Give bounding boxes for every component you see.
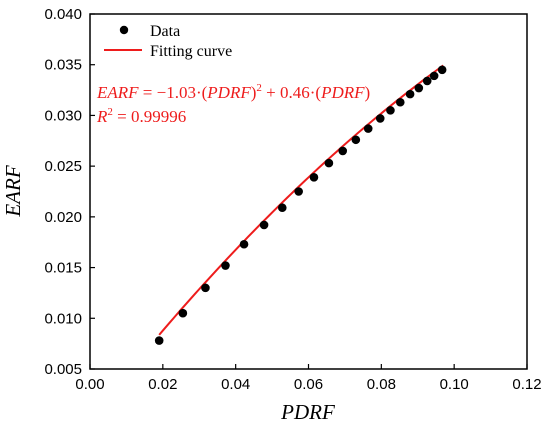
data-point xyxy=(414,83,424,93)
eq-var-1: PDRF xyxy=(206,83,251,102)
eq-superscript: 2 xyxy=(256,82,262,94)
data-point xyxy=(363,124,373,133)
x-axis: 0.00 0.02 0.04 0.06 0.08 0.10 0.12 xyxy=(75,364,542,393)
r2-label: R xyxy=(96,107,108,126)
data-point xyxy=(221,261,230,270)
data-point xyxy=(405,89,415,99)
fit-equation: EARF = −1.03·(PDRF)2 + 0.46·(PDRF) xyxy=(96,82,370,102)
x-tick-label: 0.12 xyxy=(512,376,541,393)
legend-marker-data xyxy=(119,25,129,35)
data-point xyxy=(437,65,447,75)
x-tick-label: 0.00 xyxy=(75,376,104,393)
y-tick-label: 0.015 xyxy=(44,260,82,277)
x-tick-label: 0.08 xyxy=(367,376,396,393)
y-tick-label: 0.030 xyxy=(44,107,82,124)
y-tick-label: 0.010 xyxy=(44,310,82,327)
fitting-curve-line xyxy=(158,64,444,336)
legend: Data Fitting curve xyxy=(104,23,232,60)
r2-value: = 0.99996 xyxy=(113,107,186,126)
eq-lhs: EARF xyxy=(96,83,139,102)
legend-label-fit: Fitting curve xyxy=(150,43,232,60)
x-tick-label: 0.02 xyxy=(148,376,177,393)
data-point xyxy=(239,239,249,249)
data-point xyxy=(422,76,432,86)
data-points-layer xyxy=(154,65,447,345)
plot-frame xyxy=(89,13,528,370)
y-tick-label: 0.035 xyxy=(44,57,82,74)
x-axis-title: PDRF xyxy=(280,400,335,424)
y-tick-label: 0.025 xyxy=(44,158,82,175)
data-point xyxy=(386,106,395,115)
eq-part-2: ) xyxy=(251,83,257,102)
eq-part-4: ) xyxy=(365,83,371,102)
eq-part-3: + 0.46·( xyxy=(262,83,321,102)
data-point xyxy=(154,336,164,345)
y-tick-label: 0.005 xyxy=(44,361,82,378)
r-squared: R2 = 0.99996 xyxy=(96,106,186,126)
data-point xyxy=(338,146,348,156)
data-point xyxy=(324,158,334,168)
legend-label-data: Data xyxy=(150,23,180,40)
y-tick-label: 0.040 xyxy=(44,6,82,23)
data-point xyxy=(259,220,269,230)
y-axis-title: EARF xyxy=(1,165,25,217)
data-point xyxy=(429,71,439,81)
x-tick-label: 0.10 xyxy=(440,376,469,393)
data-point xyxy=(395,97,405,107)
data-point xyxy=(277,203,287,213)
r2-superscript: 2 xyxy=(107,106,113,118)
data-point xyxy=(375,114,385,123)
eq-part-1: = −1.03·( xyxy=(139,83,208,102)
x-tick-label: 0.06 xyxy=(294,376,323,393)
y-tick-label: 0.020 xyxy=(44,209,82,226)
data-point xyxy=(178,308,188,318)
x-tick-label: 0.04 xyxy=(221,376,250,393)
data-point xyxy=(351,135,361,145)
y-axis: 0.005 0.010 0.015 0.020 0.025 0.030 0.035 0.040 xyxy=(44,6,95,378)
data-point xyxy=(201,283,210,293)
data-point xyxy=(309,173,319,182)
data-point xyxy=(294,187,303,196)
eq-var-2: PDRF xyxy=(320,83,365,102)
fitting-curve-layer xyxy=(158,64,444,336)
